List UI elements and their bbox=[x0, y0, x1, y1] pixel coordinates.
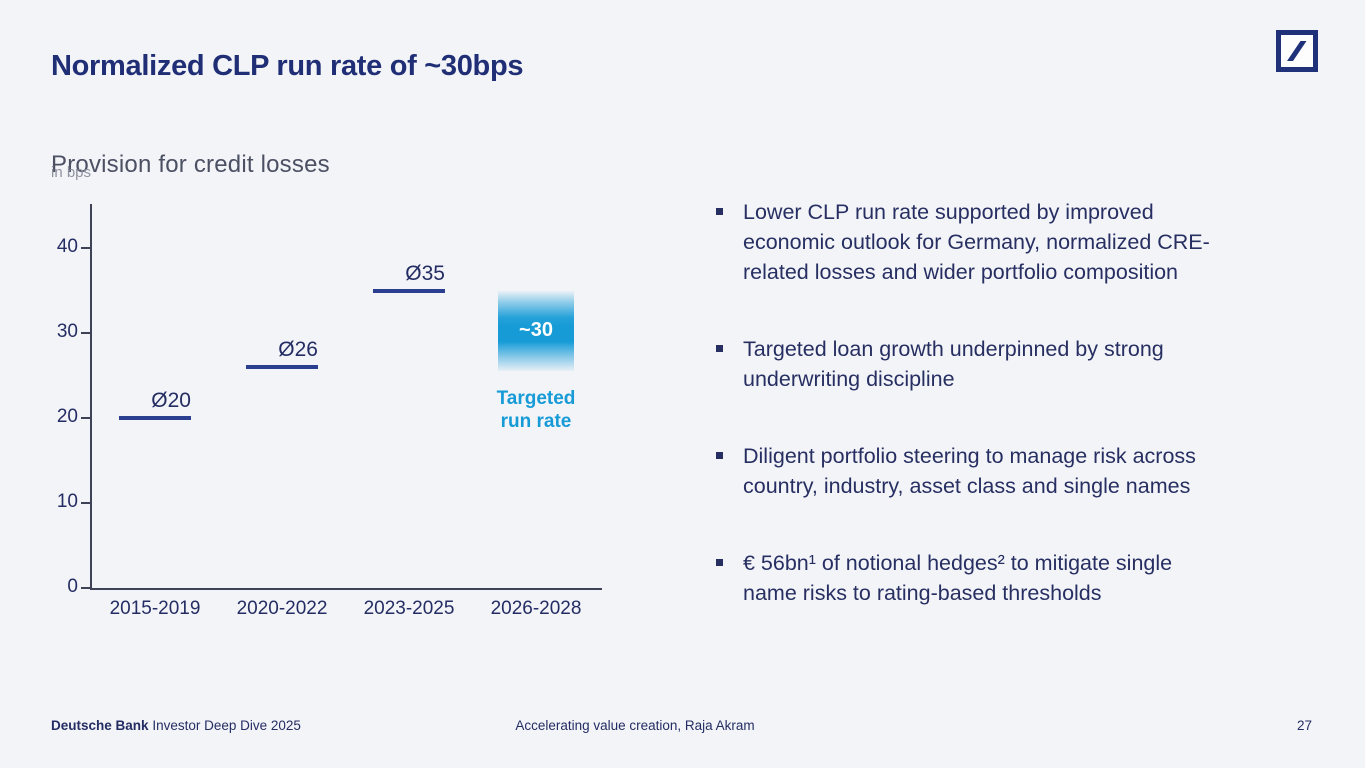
footer-event: Investor Deep Dive 2025 bbox=[152, 718, 301, 733]
bullet-text-line: Targeted loan growth underpinned by stro… bbox=[743, 337, 1164, 361]
y-tick-label: 0 bbox=[67, 576, 78, 597]
bullet-item: € 56bn¹ of notional hedges² to mitigate … bbox=[715, 548, 1305, 608]
chart-point-line bbox=[246, 365, 318, 369]
bullet-text-line: economic outlook for Germany, normalized… bbox=[743, 230, 1210, 254]
chart-point-label: Ø26 bbox=[278, 338, 318, 361]
x-category-label: 2020-2022 bbox=[236, 598, 328, 619]
bullet-text-line: € 56bn¹ of notional hedges² to mitigate … bbox=[743, 551, 1173, 575]
footer-presentation-title: Accelerating value creation, Raja Akram bbox=[515, 718, 755, 733]
bullet-list: Lower CLP run rate supported by improved… bbox=[715, 197, 1305, 655]
bullet-text-line: related losses and wider portfolio compo… bbox=[743, 260, 1179, 284]
target-range-box: ~30 bbox=[498, 290, 574, 372]
chart-title: Provision for credit losses bbox=[51, 150, 330, 178]
clp-run-rate-chart: 0 10 20 30 40 2015-2019 2020-2022 2023-2025 2026… bbox=[50, 200, 625, 640]
bullet-text-line: country, industry, asset class and singl… bbox=[743, 474, 1191, 498]
chart-point-line bbox=[119, 416, 191, 420]
x-category-label: 2015-2019 bbox=[109, 598, 201, 619]
bullet-item: Targeted loan growth underpinned by stro… bbox=[715, 334, 1305, 394]
x-category-label: 2023-2025 bbox=[363, 598, 455, 619]
y-tick-label: 20 bbox=[56, 406, 78, 427]
y-tick bbox=[81, 502, 92, 504]
chart-point-label: Ø20 bbox=[151, 389, 191, 412]
bullet-text-line: Diligent portfolio steering to manage ri… bbox=[743, 444, 1196, 468]
page-title: Normalized CLP run rate of ~30bps bbox=[51, 50, 524, 83]
y-tick-label: 30 bbox=[56, 321, 78, 342]
bullet-square-icon bbox=[716, 452, 723, 459]
chart-point-line bbox=[373, 288, 445, 293]
bullet-square-icon bbox=[716, 208, 723, 215]
bullet-text-line: Lower CLP run rate supported by improved bbox=[743, 200, 1154, 224]
y-tick bbox=[81, 247, 92, 249]
x-axis bbox=[92, 588, 602, 590]
footer-brand: Deutsche Bank bbox=[51, 718, 149, 733]
chart-point-label: Ø35 bbox=[405, 261, 445, 285]
y-tick-label: 10 bbox=[56, 491, 78, 512]
y-tick bbox=[81, 417, 92, 419]
bullet-text-line: name risks to rating-based thresholds bbox=[743, 581, 1102, 605]
y-axis bbox=[90, 204, 92, 590]
footer-page-number: 27 bbox=[1296, 718, 1312, 733]
deutsche-bank-logo bbox=[1276, 30, 1318, 72]
y-tick bbox=[81, 332, 92, 334]
y-tick-label: 40 bbox=[56, 236, 78, 257]
x-category-label: 2026-2028 bbox=[490, 598, 582, 619]
deutsche-bank-slash-icon bbox=[1276, 30, 1318, 72]
chart-subtitle: in bps bbox=[51, 164, 92, 181]
bullet-item: Lower CLP run rate supported by improved… bbox=[715, 197, 1305, 287]
bullet-square-icon bbox=[716, 559, 723, 566]
footer-brand-line: Deutsche Bank Investor Deep Dive 2025 bbox=[51, 718, 301, 733]
target-caption: Targeted run rate bbox=[496, 388, 576, 433]
bullet-item: Diligent portfolio steering to manage ri… bbox=[715, 441, 1305, 501]
y-tick bbox=[81, 587, 92, 589]
bullet-text-line: underwriting discipline bbox=[743, 367, 955, 391]
bullet-square-icon bbox=[716, 345, 723, 352]
